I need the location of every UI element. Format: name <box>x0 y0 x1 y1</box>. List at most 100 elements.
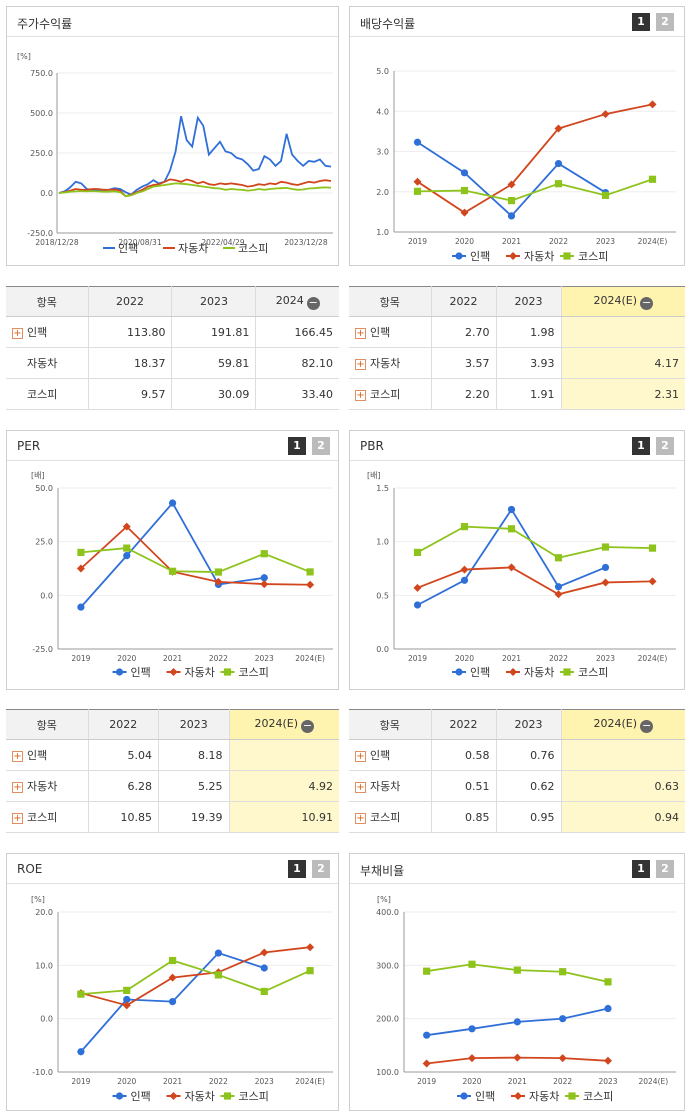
column-header: 2023 <box>171 286 256 317</box>
series-line <box>80 501 265 608</box>
row-label: 코스피 <box>370 388 401 401</box>
series-line <box>417 103 653 214</box>
panel-title: 주가수익률 <box>17 17 73 31</box>
page-1-button[interactable]: 1 <box>632 860 650 878</box>
series-2 <box>77 544 314 576</box>
page-2-button[interactable]: 2 <box>312 437 330 455</box>
page-2-button[interactable]: 2 <box>656 860 674 878</box>
page-2-button[interactable]: 2 <box>656 437 674 455</box>
legend-label: 코스피 <box>239 1090 269 1103</box>
collapse-icon[interactable]: − <box>640 718 654 733</box>
legend-marker <box>169 668 178 676</box>
legend: 인팩 자동차 코스피 <box>112 666 269 679</box>
collapse-icon[interactable]: − <box>640 295 654 310</box>
data-point <box>123 986 131 994</box>
row-label-cell: + 자동차 <box>349 347 431 379</box>
data-point <box>306 967 314 975</box>
data-point <box>507 563 516 572</box>
table-cell: 0.51 <box>430 770 497 802</box>
x-tick-label: 2024(E) <box>295 654 325 663</box>
expand-icon[interactable]: + <box>355 390 366 401</box>
expand-icon[interactable]: + <box>355 328 366 339</box>
page-2-button[interactable]: 2 <box>656 13 674 31</box>
collapse-icon[interactable]: − <box>306 295 320 310</box>
series-line-1 <box>58 178 332 198</box>
series-0 <box>77 949 268 1056</box>
expand-icon[interactable]: + <box>12 328 23 339</box>
data-point <box>507 180 516 189</box>
table-cell: 1.98 <box>495 316 562 348</box>
table-cell <box>560 316 685 348</box>
page-1-button[interactable]: 1 <box>632 437 650 455</box>
series-1 <box>76 522 315 589</box>
column-header: 항목 <box>6 286 88 317</box>
data-point <box>77 1048 85 1056</box>
table-row: 자동차 18.37 59.81 82.10 <box>6 347 339 379</box>
column-header: 2022 <box>87 286 172 317</box>
series-0 <box>413 505 610 609</box>
y-tick-label: -25.0 <box>32 645 53 654</box>
y-tick-label: 750.0 <box>30 69 53 78</box>
legend-marker <box>223 668 232 676</box>
data-point <box>413 548 422 556</box>
x-tick-label: 2022 <box>209 1077 228 1086</box>
data-point <box>507 505 516 514</box>
data-point <box>413 601 422 609</box>
column-header: 2022 <box>87 709 159 740</box>
expand-icon[interactable]: + <box>355 751 366 762</box>
page-1-button[interactable]: 1 <box>632 13 650 31</box>
page-2-button[interactable]: 2 <box>312 860 330 878</box>
x-tick-label: 2020 <box>455 237 474 246</box>
data-point <box>507 197 516 205</box>
unit-label: [%] <box>17 52 31 61</box>
column-header: 2024(E) − <box>560 286 685 317</box>
expand-icon[interactable]: + <box>12 782 23 793</box>
series-line <box>417 566 653 596</box>
legend-marker <box>563 668 571 676</box>
column-header-label: 2024 <box>275 293 304 307</box>
expand-icon[interactable]: + <box>12 751 23 762</box>
x-tick-label: 2019 <box>408 237 427 246</box>
dividend-table: 항목 2022 2023 2024(E) − + 인팩 2.70 1.98 + 자동차 3.57 3.9… <box>349 286 685 410</box>
page-1-button[interactable]: 1 <box>288 860 306 878</box>
page-1-button[interactable]: 1 <box>288 437 306 455</box>
table-row: + 자동차 0.51 0.62 0.63 <box>349 770 685 802</box>
per-table: 항목 2022 2023 2024(E) − + 인팩 5.04 8.18 + 자동차 6.28 5.2… <box>6 709 339 833</box>
series-line <box>417 178 653 202</box>
expand-icon[interactable]: + <box>355 359 366 370</box>
debt-panel: 부채비율 1 2 [%] 400.0 300.0 200.0 100.0 2019 2020… <box>349 853 685 1111</box>
data-point <box>648 100 657 109</box>
legend-label: 인팩 <box>475 1090 495 1103</box>
expand-icon[interactable]: + <box>355 782 366 793</box>
row-label: 인팩 <box>27 326 48 339</box>
row-label-cell: + 자동차 <box>6 770 88 802</box>
y-tick-label: 0.0 <box>40 189 53 198</box>
collapse-icon[interactable]: − <box>301 718 315 733</box>
x-tick-label: 2021 <box>502 237 521 246</box>
x-tick-label: 2020 <box>455 654 474 663</box>
table-cell: 1.91 <box>495 378 562 410</box>
row-label: 자동차 <box>370 780 401 793</box>
data-point <box>123 544 131 552</box>
row-label: 자동차 <box>370 357 401 370</box>
x-tick-label: 2021 <box>163 1077 182 1086</box>
column-header-label: 2022 <box>449 718 478 731</box>
data-point <box>77 603 85 611</box>
row-label: 코스피 <box>27 388 58 401</box>
legend: 인팩 자동차 코스피 <box>457 1090 613 1103</box>
data-point <box>260 987 268 996</box>
y-tick-label: 5.0 <box>376 67 389 76</box>
expand-icon[interactable]: + <box>12 813 23 824</box>
legend-marker <box>455 252 463 260</box>
x-tick-label: 2019 <box>417 1077 436 1086</box>
legend-label: 코스피 <box>239 666 269 679</box>
legend-label: 자동차 <box>524 666 554 679</box>
x-tick-label: 2019 <box>408 654 427 663</box>
column-header-label: 2022 <box>109 718 138 731</box>
data-point <box>77 990 85 998</box>
data-point <box>460 169 469 177</box>
expand-icon[interactable]: + <box>355 813 366 824</box>
legend: 인팩 자동차 코스피 <box>103 242 268 255</box>
x-tick-label: 2024(E) <box>638 237 668 246</box>
x-tick-label: 2022 <box>549 237 568 246</box>
